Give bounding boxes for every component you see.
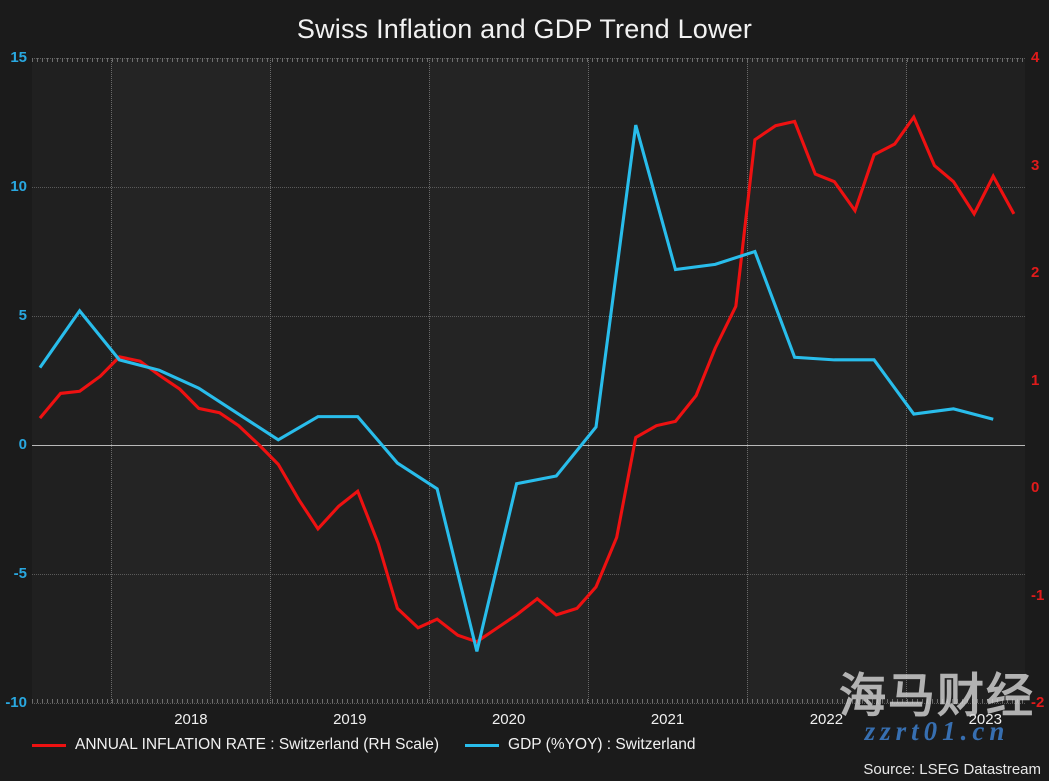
gridline-vertical	[111, 58, 113, 703]
legend-item[interactable]: GDP (%YOY) : Switzerland	[465, 736, 696, 754]
x-axis-tick: 2022	[809, 711, 844, 728]
gridline-horizontal	[32, 703, 1025, 704]
gridline-vertical	[429, 58, 431, 703]
plot-band	[111, 58, 271, 703]
y-axis-left-tick: -5	[13, 565, 27, 582]
legend-item[interactable]: ANNUAL INFLATION RATE : Switzerland (RH …	[32, 736, 439, 754]
x-axis-tick: 2020	[491, 711, 526, 728]
plot-band	[429, 58, 589, 703]
y-axis-left-tick: 5	[18, 307, 27, 324]
y-axis-right-tick: 3	[1031, 156, 1040, 174]
source-note: Source: LSEG Datastream	[863, 761, 1041, 778]
bottom-tick-band	[32, 699, 1025, 703]
y-axis-left-tick: 10	[10, 178, 27, 195]
plot-area	[32, 58, 1025, 704]
y-axis-right-tick: -1	[1031, 586, 1045, 604]
legend: ANNUAL INFLATION RATE : Switzerland (RH …	[32, 736, 696, 754]
y-axis-right-tick: 1	[1031, 371, 1040, 389]
gridline-vertical	[270, 58, 272, 703]
series-plot	[38, 113, 1016, 652]
legend-label: GDP (%YOY) : Switzerland	[508, 736, 696, 753]
plot-band	[746, 58, 906, 703]
y-axis-right-tick: 2	[1031, 264, 1040, 281]
y-axis-right-tick: 4	[1031, 49, 1040, 66]
legend-swatch-icon	[32, 743, 66, 747]
x-axis-tick: 2018	[174, 711, 208, 728]
zero-line	[32, 445, 1025, 446]
gridline-vertical	[588, 58, 590, 703]
gridline-vertical	[746, 58, 748, 703]
y-axis-right-tick: 0	[1031, 479, 1040, 496]
gridline-vertical	[905, 58, 907, 703]
gridline-horizontal	[32, 187, 1025, 188]
legend-swatch-icon	[465, 743, 500, 747]
y-axis-left-tick: 15	[10, 49, 27, 66]
x-axis-tick: 2019	[333, 711, 367, 728]
gridline-horizontal	[32, 316, 1025, 317]
x-axis-tick: 2021	[650, 711, 685, 728]
top-tick-band	[32, 58, 1025, 62]
series-line-inflation	[38, 113, 1016, 644]
x-axis-tick: 2023	[968, 711, 1002, 728]
legend-label: ANNUAL INFLATION RATE : Switzerland (RH …	[75, 736, 440, 753]
gridline-horizontal	[32, 574, 1025, 575]
y-axis-left-tick: 0	[18, 436, 27, 453]
series-line-gdp	[38, 124, 994, 652]
y-axis-left-tick: -10	[5, 694, 27, 711]
y-axis-right-tick: -2	[1031, 694, 1045, 711]
page-title: Swiss Inflation and GDP Trend Lower	[296, 14, 753, 44]
